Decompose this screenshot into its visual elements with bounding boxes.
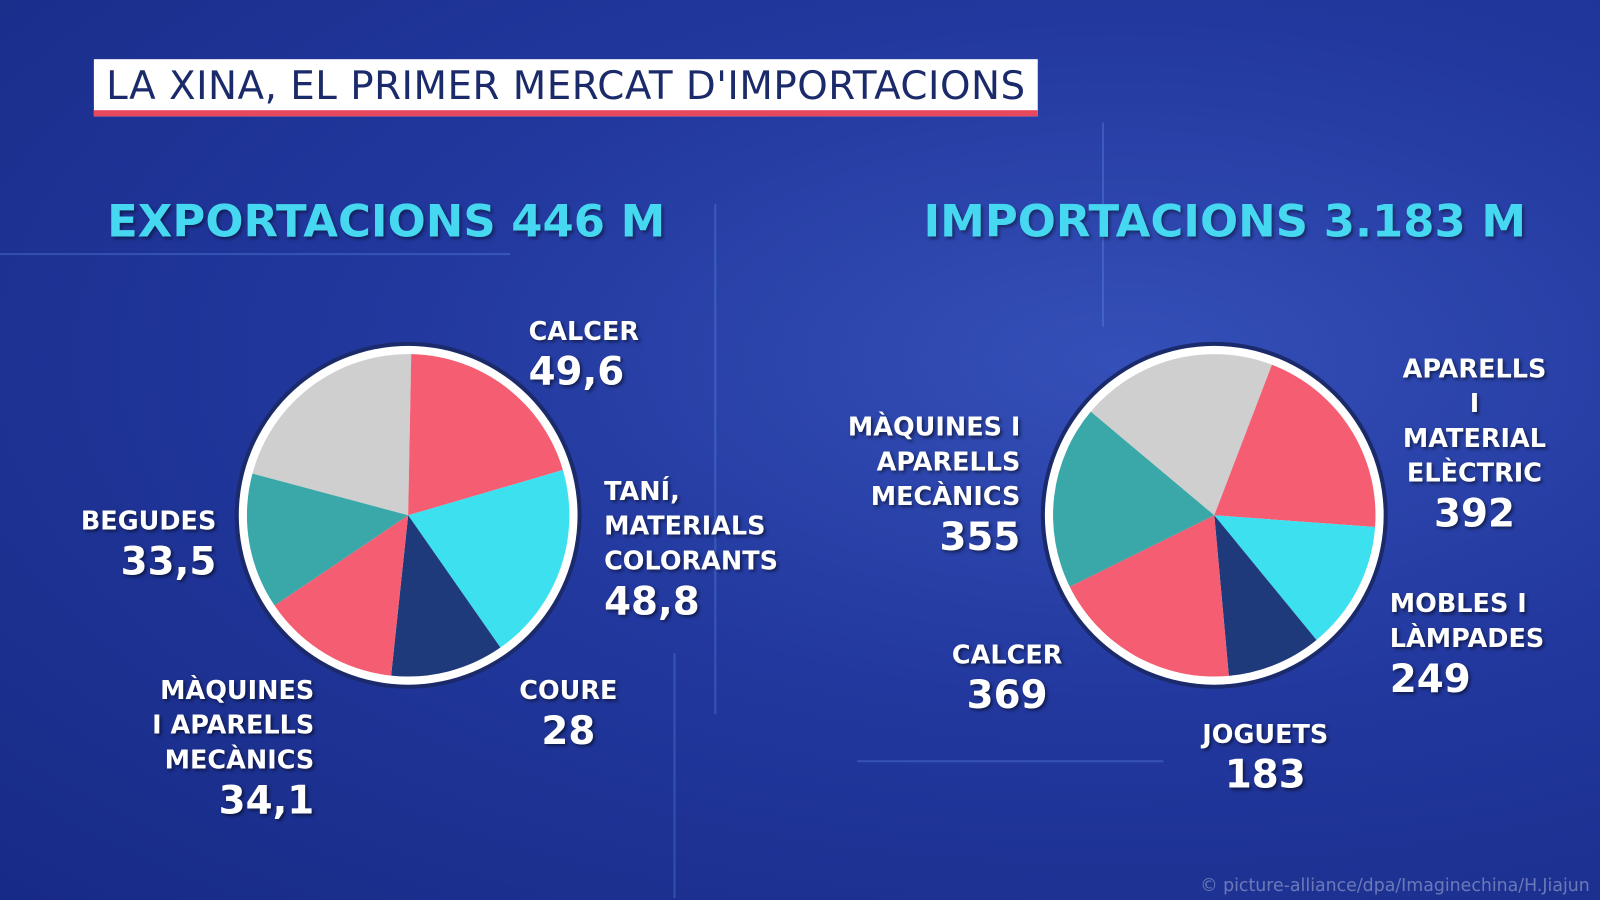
- slice-label: TANÍ, MATERIALS COLORANTS 48,8: [604, 474, 779, 624]
- slice-label: BEGUDES 33,5: [81, 504, 217, 584]
- slice-value: 28: [541, 708, 596, 754]
- slice-name: COURE: [519, 675, 618, 706]
- slice-name: JOGUETS: [1202, 719, 1329, 749]
- slice-name: MOBLES I LÀMPADES: [1389, 588, 1545, 654]
- chart-title: EXPORTACIONS 446 M: [107, 195, 666, 248]
- pie-slice: [1090, 354, 1272, 516]
- slice-value: 33,5: [120, 538, 217, 584]
- pie-slice: [408, 354, 563, 516]
- slice-value: 392: [1434, 490, 1515, 536]
- pie-slice: [1053, 411, 1215, 587]
- chart-title: IMPORTACIONS 3.183 M: [923, 195, 1527, 248]
- pie-slice: [408, 470, 570, 648]
- title: LA XINA, EL PRIMER MERCAT D'IMPORTACIONS: [93, 59, 1038, 117]
- slice-value: 48,8: [604, 578, 700, 624]
- slice-value: 34,1: [218, 777, 315, 823]
- slice-label: MOBLES I LÀMPADES 249: [1390, 587, 1544, 701]
- slice-name: MÀQUINES I APARELLS MECÀNICS: [847, 412, 1021, 512]
- pie-slice: [252, 354, 412, 516]
- slice-label: MÀQUINES I APARELLS MECÀNICS 355: [848, 410, 1021, 559]
- slice-label: JOGUETS 183: [1202, 717, 1328, 797]
- slice-name: TANÍ, MATERIALS COLORANTS: [604, 476, 779, 576]
- slice-label: APARELLS I MATERIAL ELÈCTRIC 392: [1403, 352, 1547, 536]
- pie-slice: [274, 515, 409, 676]
- slice-label: CALCER 49,6: [529, 314, 640, 394]
- slice-value: 355: [939, 514, 1021, 560]
- slice-value: 49,6: [528, 348, 625, 394]
- pie-slice: [246, 473, 409, 606]
- slice-name: CALCER: [951, 639, 1063, 670]
- slice-name: APARELLS I MATERIAL ELÈCTRIC: [1402, 354, 1547, 488]
- pie-slice: [1214, 515, 1376, 640]
- slice-value: 183: [1224, 752, 1306, 797]
- slice-name: BEGUDES: [80, 506, 217, 536]
- slice-name: MÀQUINES I APARELLS MECÀNICS: [152, 675, 315, 775]
- pie-slice: [391, 515, 501, 677]
- slice-value: 369: [966, 672, 1048, 718]
- slice-value: 249: [1389, 656, 1471, 702]
- pie-slice: [1214, 515, 1317, 676]
- slice-label: MÀQUINES I APARELLS MECÀNICS 34,1: [152, 673, 315, 823]
- pie-slice: [1214, 364, 1376, 527]
- pie-slice: [1069, 515, 1229, 677]
- credit: © picture-alliance/dpa/Imaginechina/H.Ji…: [1200, 875, 1590, 896]
- slice-label: CALCER 369: [952, 638, 1063, 718]
- slice-name: CALCER: [528, 316, 640, 346]
- slice-label: COURE 28: [519, 673, 618, 754]
